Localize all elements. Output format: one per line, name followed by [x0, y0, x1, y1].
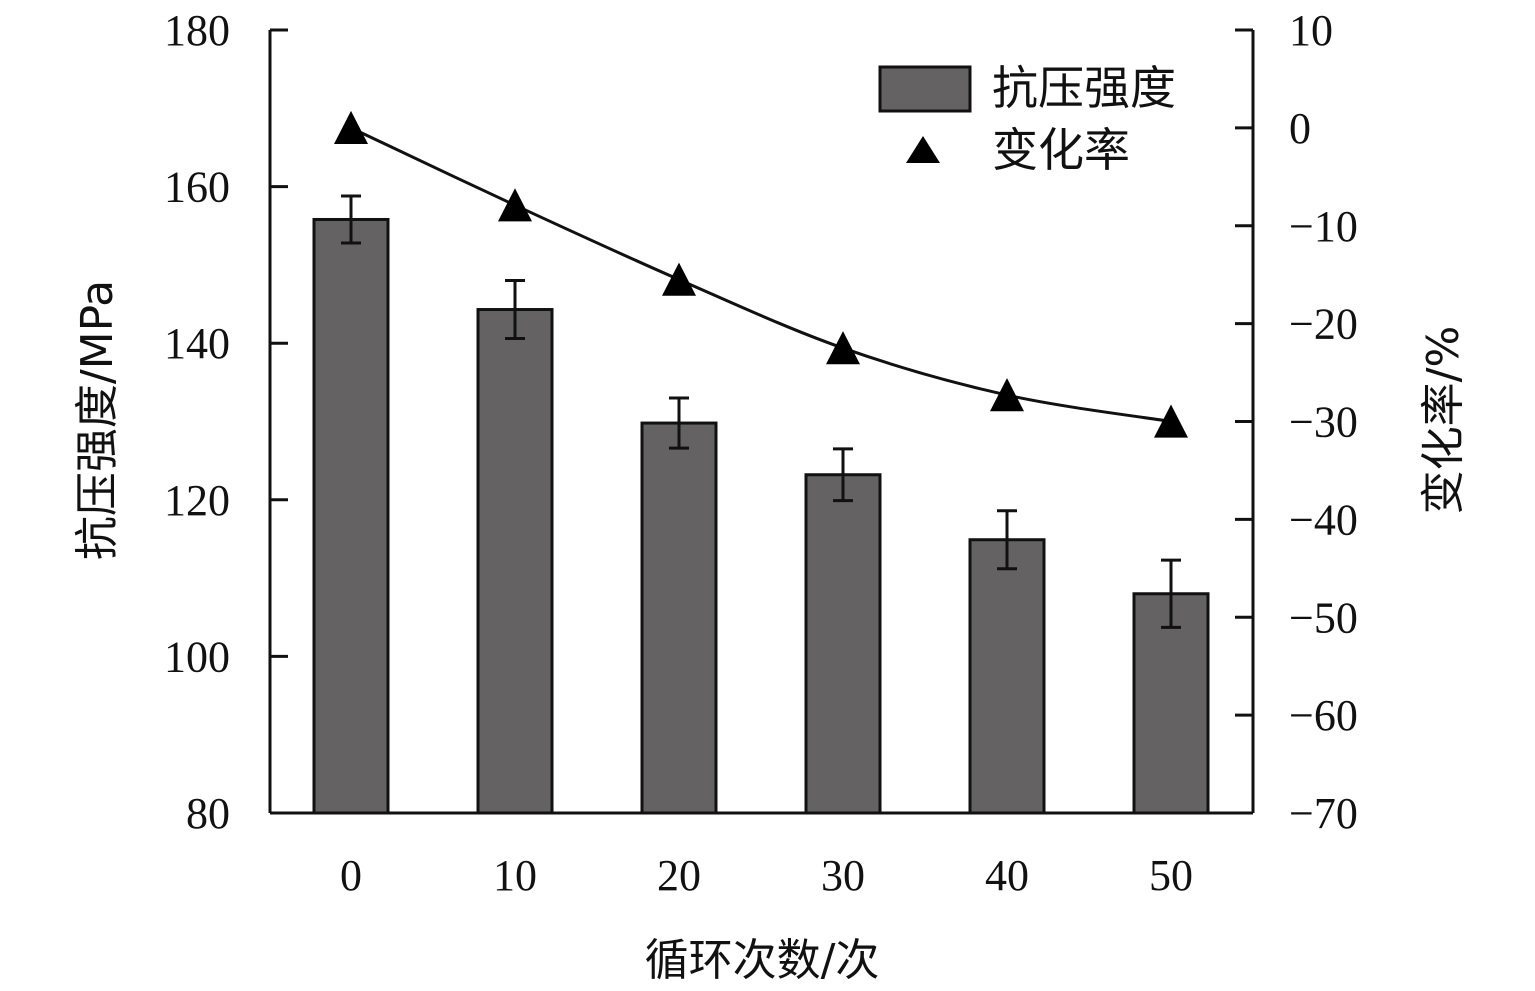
y2-tick-label: −10 [1289, 202, 1358, 251]
bar-40 [968, 538, 1046, 815]
x-tick-label: 40 [985, 851, 1029, 900]
legend: 抗压强度 变化率 [878, 61, 1176, 177]
axes-layer [268, 28, 1255, 815]
change-rate-marker-30 [826, 331, 860, 365]
bar-50 [1132, 592, 1210, 815]
y2-tick-label: −70 [1289, 789, 1358, 838]
change-rate-marker-50 [1154, 404, 1188, 438]
y2-tick-label: 10 [1289, 6, 1333, 55]
y2-axis-title: 变化率/% [1418, 326, 1469, 515]
y-tick-label: 100 [164, 632, 230, 681]
markers-layer [334, 110, 1188, 438]
x-tick-label: 10 [493, 851, 537, 900]
trendline-layer [350, 126, 1172, 423]
change-rate-marker-20 [662, 262, 696, 296]
x-tick-label: 50 [1149, 851, 1193, 900]
bar-0 [312, 217, 390, 815]
x-tick-label: 30 [821, 851, 865, 900]
y-tick-label: 180 [164, 6, 230, 55]
legend-marker-swatch [906, 136, 940, 163]
bar-30 [804, 473, 882, 815]
y2-tick-label: −60 [1289, 691, 1358, 740]
error-bars-layer [341, 194, 1181, 629]
y-tick-label: 140 [164, 319, 230, 368]
change-rate-marker-40 [990, 378, 1024, 412]
legend-bar-label: 抗压强度 [992, 61, 1176, 115]
y-tick-label: 80 [186, 789, 230, 838]
x-axis-title: 循环次数/次 [645, 935, 880, 986]
y2-tick-label: 0 [1289, 104, 1311, 153]
y2-tick-label: −30 [1289, 398, 1358, 447]
legend-bar-swatch [878, 65, 972, 113]
y-tick-label: 160 [164, 163, 230, 212]
y2-tick-label: −20 [1289, 300, 1358, 349]
bar-20 [640, 421, 718, 815]
change-rate-marker-0 [334, 110, 368, 145]
x-tick-label: 20 [657, 851, 701, 900]
legend-marker-label: 变化率 [992, 123, 1130, 177]
tick-labels-layer: 80100120140160180−70−60−50−40−30−20−1001… [164, 6, 1358, 900]
bars-layer [312, 217, 1210, 815]
y-axis-title: 抗压强度/MPa [72, 280, 123, 560]
y2-tick-label: −50 [1289, 593, 1358, 642]
change-rate-trendline [350, 126, 1172, 423]
y-tick-label: 120 [164, 476, 230, 525]
x-tick-label: 0 [340, 851, 362, 900]
y2-tick-label: −40 [1289, 495, 1358, 544]
bar-10 [476, 308, 554, 815]
change-rate-marker-10 [498, 188, 532, 222]
